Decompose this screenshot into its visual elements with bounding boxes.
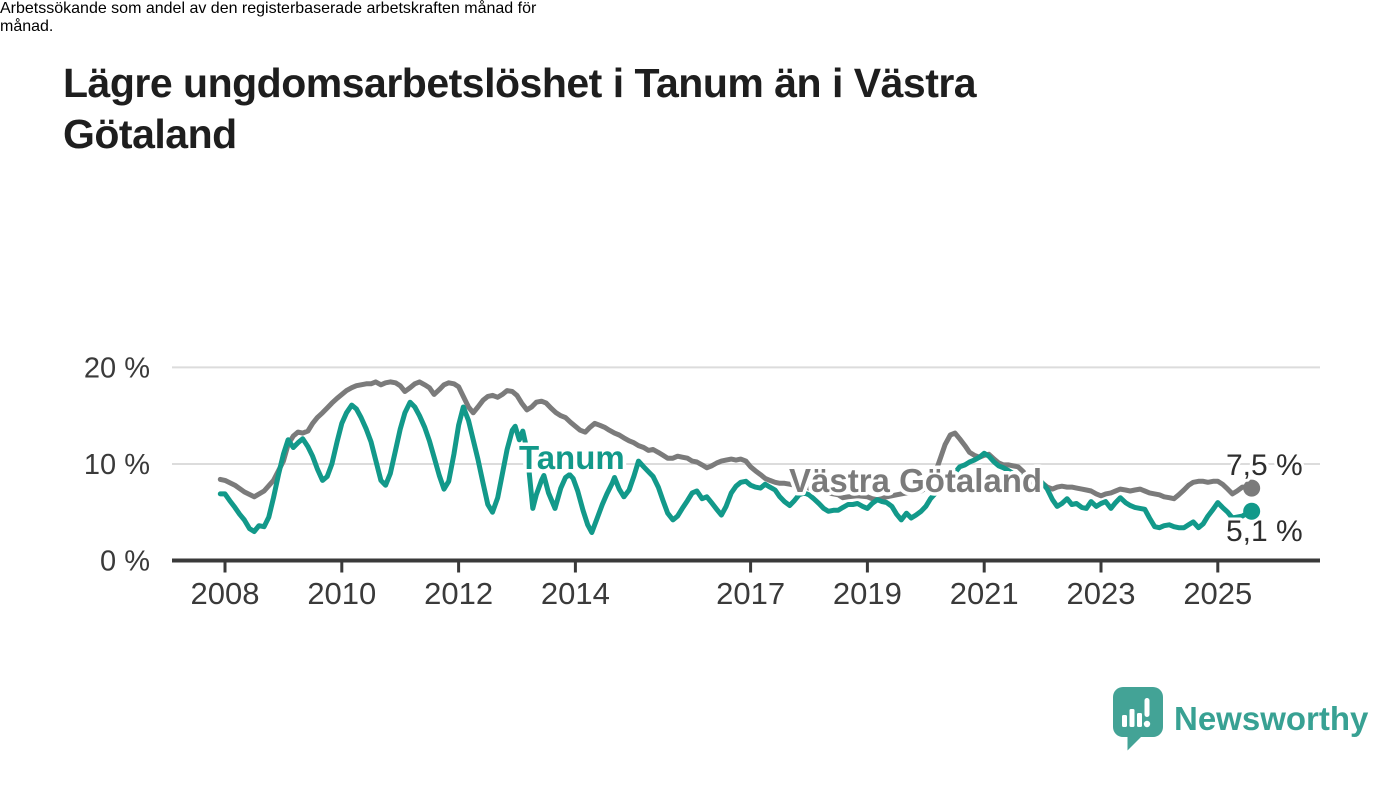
x-axis-label-2012: 2012 — [424, 576, 493, 611]
line-tanum — [217, 399, 1255, 535]
x-axis-label-2017: 2017 — [716, 576, 785, 611]
end-value-label-tanum: 5,1 % — [1226, 515, 1303, 548]
page-subtitle-line-1: Arbetssökande som andel av den registerb… — [0, 0, 537, 17]
end-value-label-vastra-gotaland: 7,5 % — [1226, 449, 1303, 482]
page-title: Lägre ungdomsarbetslöshet i Tanum än i V… — [63, 58, 1243, 160]
newsworthy-brand: Newsworthy — [1113, 686, 1368, 752]
end-dot-tanum — [1243, 502, 1261, 520]
page-title-line-2: Götaland — [63, 111, 237, 157]
x-axis-label-2025: 2025 — [1183, 576, 1252, 611]
x-axis-label-2021: 2021 — [950, 576, 1019, 611]
brand-name: Newsworthy — [1174, 700, 1369, 737]
x-axis-label-2014: 2014 — [541, 576, 610, 611]
x-axis-label-2023: 2023 — [1067, 576, 1136, 611]
x-axis-label-2019: 2019 — [833, 576, 902, 611]
x-axis-label-2008: 2008 — [191, 576, 260, 611]
y-axis-label-10: 10 % — [84, 449, 150, 481]
end-dot-vastra-gotaland — [1243, 479, 1261, 497]
page-subtitle-line-2: månad. — [0, 18, 54, 35]
series-label-vastra-gotaland: Västra Götaland — [789, 462, 1042, 499]
page-title-line-1: Lägre ungdomsarbetslöshet i Tanum än i V… — [63, 60, 977, 106]
y-axis-label-0: 0 % — [100, 546, 150, 578]
line-vastra-gotaland — [217, 379, 1255, 503]
y-axis-label-20: 20 % — [84, 352, 150, 384]
x-axis-label-2010: 2010 — [307, 576, 376, 611]
newsworthy-pin-icon — [1113, 687, 1163, 751]
series-label-tanum: Tanum — [519, 439, 625, 476]
